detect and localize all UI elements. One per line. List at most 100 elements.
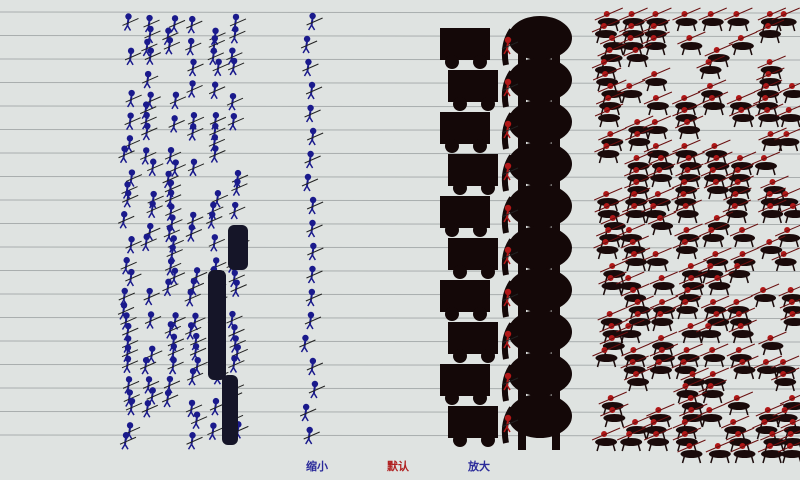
blue-soldier bbox=[187, 58, 204, 77]
blue-soldier bbox=[124, 112, 141, 131]
red-cavalry bbox=[728, 319, 757, 344]
catapult bbox=[440, 280, 490, 321]
catapult bbox=[440, 364, 490, 405]
blue-soldier bbox=[163, 36, 181, 55]
blue-soldier bbox=[143, 287, 160, 306]
red-cavalry bbox=[594, 103, 624, 128]
blue-soldier bbox=[306, 12, 323, 31]
red-cavalry bbox=[771, 7, 800, 32]
blue-soldier bbox=[169, 312, 186, 330]
red-cavalry bbox=[700, 367, 730, 392]
red-cavalry bbox=[643, 7, 672, 32]
red-cavalry bbox=[677, 31, 706, 56]
ground-line bbox=[0, 387, 800, 390]
blue-soldier bbox=[168, 267, 186, 286]
catapult bbox=[440, 112, 490, 153]
red-cavalry bbox=[643, 427, 673, 452]
blue-giant bbox=[228, 225, 248, 270]
red-cavalry bbox=[729, 103, 758, 128]
red-cavalry bbox=[729, 223, 759, 248]
red-siege-and-elephants bbox=[440, 16, 572, 450]
blue-soldier bbox=[119, 432, 137, 450]
blue-soldier bbox=[184, 322, 202, 340]
zoom-out-button[interactable]: 缩小 bbox=[306, 460, 328, 473]
red-cavalry bbox=[698, 7, 727, 32]
catapult bbox=[448, 154, 498, 195]
war-elephant bbox=[501, 394, 572, 450]
blue-soldier bbox=[228, 355, 245, 373]
blue-soldier bbox=[185, 399, 203, 418]
red-cavalry bbox=[779, 82, 800, 104]
red-rider bbox=[501, 288, 519, 307]
blue-soldier bbox=[141, 400, 159, 418]
red-cavalry bbox=[677, 439, 706, 464]
ground-line bbox=[0, 82, 800, 84]
catapult bbox=[440, 28, 490, 69]
red-cavalry bbox=[672, 427, 702, 452]
blue-soldier bbox=[306, 357, 324, 376]
red-cavalry bbox=[678, 319, 707, 344]
red-cavalry bbox=[674, 223, 703, 248]
red-cavalry bbox=[703, 175, 733, 200]
blue-soldier bbox=[186, 432, 203, 450]
red-rider bbox=[501, 372, 519, 391]
red-cavalry bbox=[594, 139, 623, 164]
catapult bbox=[448, 70, 498, 111]
ground-line bbox=[0, 293, 800, 296]
red-cavalry bbox=[674, 115, 704, 140]
blue-soldier bbox=[121, 355, 139, 374]
blue-soldier bbox=[304, 150, 321, 169]
blue-soldier bbox=[190, 411, 208, 430]
blue-soldier bbox=[139, 356, 157, 375]
red-rider bbox=[501, 330, 519, 349]
blue-soldier bbox=[207, 47, 224, 66]
blue-soldier bbox=[141, 38, 158, 57]
default-zoom-button[interactable]: 默认 bbox=[387, 460, 409, 473]
blue-soldier bbox=[122, 13, 139, 31]
blue-soldier bbox=[163, 224, 181, 243]
red-cavalry bbox=[780, 203, 800, 224]
red-cavalry bbox=[705, 271, 734, 296]
red-rider bbox=[501, 204, 519, 223]
blue-giant bbox=[222, 375, 238, 445]
red-cavalry bbox=[647, 163, 676, 188]
red-cavalry bbox=[725, 259, 754, 284]
blue-soldier bbox=[306, 219, 323, 238]
blue-soldier bbox=[229, 26, 246, 44]
zoom-in-button[interactable]: 放大 bbox=[468, 460, 490, 473]
blue-soldier bbox=[144, 47, 162, 65]
red-cavalry bbox=[641, 31, 670, 56]
blue-soldier bbox=[164, 146, 182, 165]
red-cavalry bbox=[594, 7, 623, 32]
red-cavalry bbox=[730, 355, 759, 380]
red-cavalry bbox=[699, 343, 729, 368]
blue-soldier bbox=[140, 147, 157, 165]
blue-soldier bbox=[300, 35, 318, 54]
red-cavalry bbox=[621, 343, 650, 368]
blue-soldier bbox=[164, 189, 182, 208]
red-cavalry bbox=[757, 439, 787, 464]
red-cavalry bbox=[673, 199, 702, 224]
red-cavalry bbox=[641, 67, 671, 92]
red-cavalry bbox=[623, 367, 653, 392]
blue-soldier bbox=[185, 224, 203, 242]
blue-soldier bbox=[306, 127, 324, 146]
red-rider bbox=[501, 246, 519, 265]
blue-army bbox=[117, 12, 326, 450]
red-rider bbox=[501, 78, 519, 97]
red-cavalry bbox=[649, 271, 678, 296]
red-cavalry bbox=[648, 331, 678, 356]
red-cavalry bbox=[648, 307, 677, 332]
red-cavalry bbox=[774, 224, 800, 248]
blue-soldier bbox=[124, 47, 142, 66]
red-cavalry bbox=[620, 355, 649, 380]
red-cavalry bbox=[672, 235, 702, 260]
blue-soldier bbox=[141, 122, 158, 141]
red-rider bbox=[501, 36, 519, 55]
red-cavalry bbox=[643, 247, 672, 272]
red-cavalry bbox=[600, 403, 629, 428]
blue-soldier bbox=[211, 190, 229, 208]
red-cavalry bbox=[620, 283, 650, 308]
blue-soldier bbox=[146, 200, 163, 219]
